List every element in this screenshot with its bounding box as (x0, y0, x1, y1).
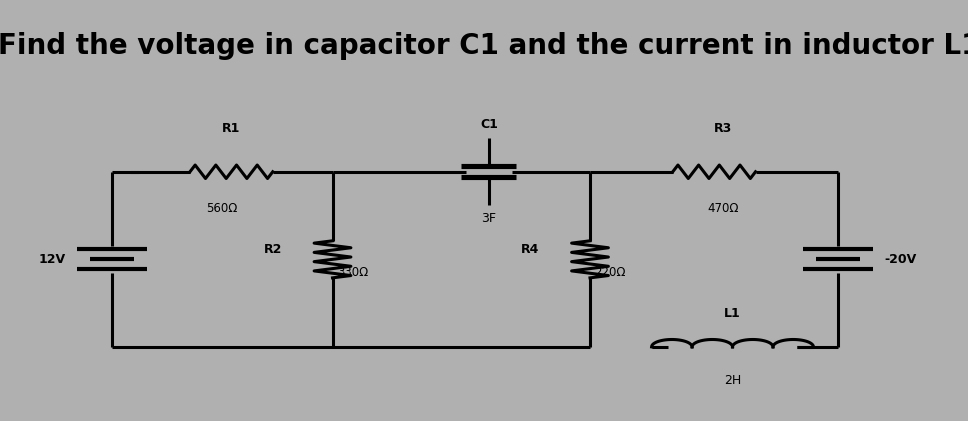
Text: R2: R2 (263, 243, 282, 256)
Text: 12V: 12V (39, 253, 66, 266)
Text: R4: R4 (521, 243, 539, 256)
Text: 3F: 3F (481, 212, 497, 225)
Text: -20V: -20V (885, 253, 917, 266)
Text: 220Ω: 220Ω (594, 266, 626, 279)
Text: 2H: 2H (724, 374, 741, 387)
Text: 560Ω: 560Ω (206, 202, 238, 215)
Text: 330Ω: 330Ω (337, 266, 369, 279)
Text: C1: C1 (480, 118, 498, 131)
Text: L1: L1 (724, 307, 741, 320)
Text: R1: R1 (223, 122, 240, 135)
Text: 470Ω: 470Ω (708, 202, 740, 215)
Text: Find the voltage in capacitor C1 and the current in inductor L1: Find the voltage in capacitor C1 and the… (0, 32, 968, 60)
Text: R3: R3 (714, 122, 733, 135)
